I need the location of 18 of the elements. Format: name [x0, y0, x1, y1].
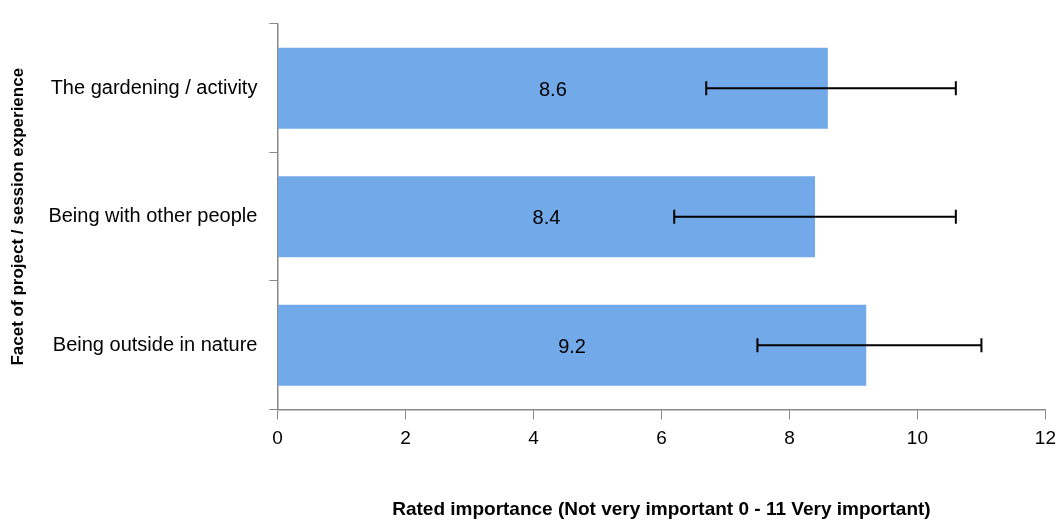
x-axis-title: Rated importance (Not very important 0 - 11 Very important): [392, 497, 931, 519]
data-label: 9.2: [558, 334, 586, 357]
data-label: 8.4: [532, 206, 561, 229]
y-axis-title: Facet of project / session experience: [7, 67, 27, 366]
x-tick-label: 4: [528, 427, 540, 449]
x-tick-label: 6: [656, 427, 667, 449]
bar: [277, 47, 828, 129]
x-tick-label: 12: [1034, 427, 1056, 449]
x-tick-label: 10: [906, 427, 928, 449]
y-tick-label: The gardening / activity: [50, 75, 258, 98]
bar: [277, 176, 816, 258]
x-tick-label: 2: [400, 427, 411, 449]
data-label: 8.6: [538, 77, 567, 100]
y-tick-label: Being outside in nature: [52, 332, 258, 355]
x-tick-label: 8: [784, 427, 795, 449]
x-tick-label: 0: [272, 427, 283, 449]
y-tick-label: Being with other people: [48, 204, 258, 227]
bar: [277, 304, 867, 386]
